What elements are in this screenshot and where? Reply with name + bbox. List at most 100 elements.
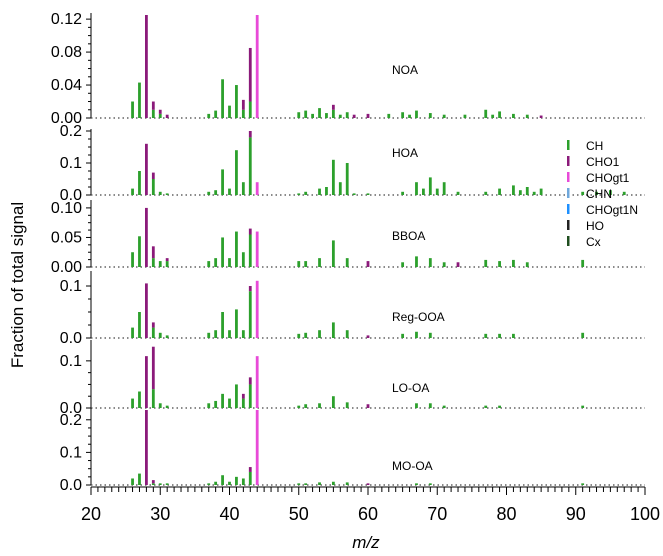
bar-mz43-cho1 bbox=[248, 286, 252, 292]
bar-mz41-ch bbox=[235, 150, 238, 195]
bar-mz67-ch bbox=[415, 182, 418, 195]
bar-mz85-cho1 bbox=[539, 115, 543, 118]
bar-mz31-cho1 bbox=[165, 114, 169, 118]
y-tick-label: 0.00 bbox=[51, 110, 82, 127]
bar-mz71-ch bbox=[442, 114, 446, 118]
bar-mz79-ch bbox=[498, 261, 501, 267]
legend-label: Cx bbox=[586, 235, 601, 249]
x-tick-label: 20 bbox=[81, 504, 101, 524]
x-axis: 20 30 40 50 60 70 80 90 100 bbox=[81, 486, 660, 524]
bar-mz42-ch bbox=[241, 252, 245, 267]
bar-mz66-ch bbox=[408, 114, 411, 118]
legend-label: CHO1 bbox=[586, 155, 620, 169]
bar-mz37-ch bbox=[207, 113, 211, 118]
bar-mz39-ch bbox=[221, 237, 224, 267]
bar-mz78-ch bbox=[491, 114, 495, 118]
bar-mz39-ch bbox=[221, 393, 224, 408]
bar-mz73-cho1 bbox=[456, 262, 460, 267]
bar-mz70-ch bbox=[435, 188, 439, 195]
bar-mz57-ch bbox=[345, 482, 349, 485]
bar-mz60-cho1 bbox=[366, 335, 370, 338]
bar-mz57-ch bbox=[345, 163, 349, 195]
bar-mz77-ch bbox=[484, 109, 488, 118]
panel-lo-oa: 0.0 0.1 LO-OA bbox=[60, 340, 645, 417]
legend-item-chogt1n: CHOgt1N bbox=[567, 203, 638, 217]
bar-mz95-ch bbox=[608, 190, 612, 195]
bar-mz26-ch bbox=[131, 327, 134, 338]
bar-mz65-ch bbox=[401, 191, 405, 195]
panel-reg-ooa: 0.0 0.1 Reg-OOA bbox=[60, 271, 645, 347]
legend-label: CHN bbox=[586, 187, 612, 201]
bar-mz51-ch bbox=[304, 332, 308, 338]
bar-mz26-ch bbox=[131, 478, 134, 485]
bar-mz50-ch bbox=[297, 261, 301, 267]
bar-mz52-ch bbox=[311, 113, 314, 118]
bar-mz60-cho1 bbox=[366, 483, 370, 485]
bar-mz84-ch bbox=[532, 191, 536, 195]
bar-mz83-ch bbox=[525, 262, 529, 267]
bar-mz39-ch bbox=[221, 79, 224, 118]
bar-mz63-ch bbox=[387, 113, 391, 118]
bar-mz55-ch bbox=[331, 109, 335, 118]
bar-mz41-ch bbox=[235, 384, 238, 408]
bar-mz38-ch bbox=[214, 258, 218, 267]
bar-mz40-ch bbox=[228, 258, 231, 267]
bar-mz67-ch bbox=[415, 110, 418, 118]
bar-mz67-ch bbox=[415, 256, 418, 267]
bar-mz57-ch bbox=[345, 330, 349, 338]
bar-mz55-ch bbox=[331, 322, 335, 338]
bar-mz51-ch bbox=[304, 483, 308, 485]
bar-mz38-ch bbox=[214, 481, 218, 485]
legend-item-chogt1: CHOgt1 bbox=[567, 171, 630, 185]
bar-mz40-ch bbox=[228, 188, 231, 195]
bar-mz77-ch bbox=[484, 259, 488, 267]
bar-mz28-cho1 bbox=[145, 15, 148, 118]
bar-mz91-ch bbox=[581, 405, 585, 408]
panel-label: BBOA bbox=[392, 229, 425, 243]
bar-mz27-ch bbox=[138, 473, 141, 485]
bar-mz30-ch bbox=[158, 332, 162, 338]
bar-mz27-ch bbox=[138, 391, 141, 408]
bar-mz43-ch bbox=[248, 137, 252, 195]
bar-mz85-ch bbox=[539, 188, 543, 195]
legend-swatch bbox=[567, 236, 570, 246]
y-tick-label: 0.1 bbox=[60, 444, 82, 461]
x-tick-label: 60 bbox=[358, 504, 378, 524]
bar-mz53-ch bbox=[318, 330, 321, 338]
bar-mz29-cho1 bbox=[151, 246, 155, 259]
bar-mz60-cho1 bbox=[366, 113, 370, 118]
bar-mz55-ch bbox=[331, 240, 335, 267]
bar-mz37-ch bbox=[207, 191, 211, 195]
bar-mz38-ch bbox=[214, 400, 218, 408]
bar-mz43-ch bbox=[248, 384, 252, 408]
bar-mz69-ch bbox=[428, 483, 432, 485]
bar-mz44-chogt1 bbox=[255, 15, 259, 118]
y-tick-label: 0.1 bbox=[60, 278, 82, 295]
bar-mz30-ch bbox=[158, 403, 162, 408]
y-tick-label: 0.0 bbox=[60, 187, 82, 204]
bar-mz42-cho1 bbox=[241, 393, 245, 399]
y-tick-label: 0.2 bbox=[60, 123, 82, 140]
bar-mz73-ch bbox=[456, 191, 460, 195]
bar-mz91-ch bbox=[581, 332, 585, 338]
panel-label: MO-OA bbox=[392, 459, 433, 473]
bar-mz51-ch bbox=[304, 404, 308, 408]
y-tick-label: 0.0 bbox=[60, 477, 82, 494]
bar-mz31-ch bbox=[165, 261, 169, 267]
y-tick-label: 0.10 bbox=[51, 200, 82, 217]
bar-mz31-ch bbox=[165, 193, 169, 195]
y-tick-label: 0.05 bbox=[51, 229, 82, 246]
bar-mz30-ch bbox=[158, 483, 162, 485]
bar-mz31-ch bbox=[165, 483, 169, 485]
legend: CH CHO1 CHOgt1 CHN CHOgt1N HO Cx bbox=[567, 139, 638, 249]
bar-mz43-cho1 bbox=[248, 467, 252, 472]
bar-mz44-chogt1 bbox=[255, 231, 259, 267]
bar-mz67-ch bbox=[415, 403, 418, 408]
bar-mz29-cho1 bbox=[151, 480, 155, 484]
bar-mz42-ch bbox=[241, 182, 245, 195]
legend-label: CH bbox=[586, 139, 603, 153]
bar-mz30-ch bbox=[158, 191, 162, 195]
bar-mz29-cho1 bbox=[151, 346, 155, 390]
bar-mz41-ch bbox=[235, 231, 238, 267]
y-tick-label: 0.1 bbox=[60, 353, 82, 370]
